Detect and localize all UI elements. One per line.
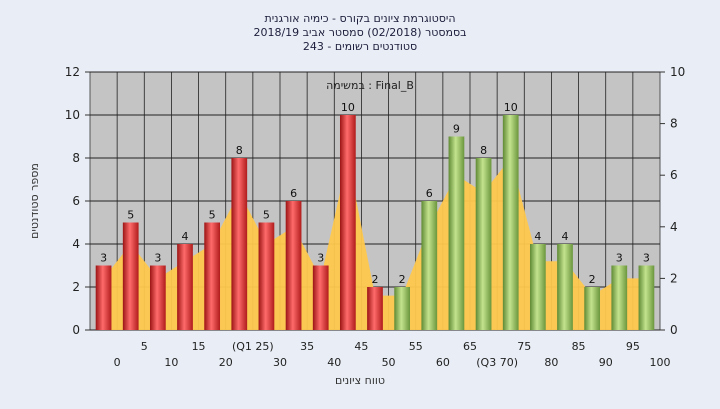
bar-value-label-7: 6 — [290, 187, 297, 200]
bar-value-label-4: 5 — [209, 209, 216, 222]
x-tick-label-6: 30 — [273, 356, 287, 369]
y-tick-label: 8 — [72, 151, 80, 165]
bar-19 — [611, 265, 628, 330]
bar-value-label-5: 8 — [236, 144, 243, 157]
x-axis: 0 5 10 15 20 (Q1 25) 30 35 40 45 50 55 60 65 (Q3 70) 75… — [114, 340, 671, 369]
y-tick-label: 10 — [65, 108, 80, 122]
x-tick-label-19: 95 — [626, 340, 640, 353]
x-tick-label-7: 35 — [300, 340, 314, 353]
x-tick-label-15: 75 — [517, 340, 531, 353]
bar-3 — [177, 244, 193, 330]
y-axis-label: מספר סטודנטים — [28, 163, 41, 239]
bar-value-label-19: 3 — [616, 252, 623, 265]
bar-value-label-11: 2 — [399, 273, 406, 286]
bar-10 — [367, 287, 383, 330]
bar-value-label-1: 5 — [127, 209, 134, 222]
y-tick-label: 12 — [65, 65, 80, 79]
bar-8 — [312, 265, 329, 330]
bar-15 — [502, 115, 519, 330]
bar-17 — [557, 244, 573, 330]
title-line-3: סטודנטים רשומים - 243 — [303, 40, 417, 53]
x-tick-label-3: 15 — [192, 340, 206, 353]
bar-value-label-12: 6 — [426, 187, 433, 200]
y2-tick-label: 2 — [670, 271, 678, 285]
x-tick-label-9: 45 — [354, 340, 368, 353]
x-tick-label-1: 5 — [141, 340, 148, 353]
x-tick-label-17: 85 — [572, 340, 586, 353]
y2-tick-label: 6 — [670, 168, 678, 182]
bar-value-label-3: 4 — [182, 230, 189, 243]
bar-6 — [258, 222, 275, 330]
x-tick-label-0: 0 — [114, 356, 121, 369]
bar-1 — [122, 222, 139, 330]
bar-13 — [448, 136, 465, 330]
bar-value-label-14: 8 — [480, 144, 487, 157]
x-tick-label-20: 100 — [650, 356, 671, 369]
x-tick-label-11: 55 — [409, 340, 423, 353]
x-tick-label-10: 50 — [382, 356, 396, 369]
x-tick-label-2: 10 — [164, 356, 178, 369]
x-tick-label-16: 80 — [544, 356, 558, 369]
bar-labels: 3 5 3 4 5 8 5 6 3 10 2 2 6 9 8 10 4 4 2 3 3 — [100, 101, 650, 286]
bar-9 — [339, 115, 356, 330]
bar-value-label-13: 9 — [453, 123, 460, 136]
bar-16 — [529, 244, 546, 330]
x-tick-label-18: 90 — [599, 356, 613, 369]
y-axis-right: 0 2 4 6 8 10 — [660, 65, 685, 337]
y-tick-label: 0 — [72, 323, 80, 337]
bar-value-label-16: 4 — [534, 230, 541, 243]
bar-value-label-2: 3 — [154, 252, 161, 265]
x-axis-label: טווח ציונים — [335, 374, 385, 387]
bars — [95, 115, 655, 330]
bar-12 — [421, 201, 438, 330]
bar-value-label-0: 3 — [100, 252, 107, 265]
bar-value-label-8: 3 — [317, 252, 324, 265]
title-line-1: היסטוגרמת ציונים בקורס - כימיה אורגנית — [264, 12, 455, 25]
bar-value-label-10: 2 — [372, 273, 379, 286]
bar-value-label-20: 3 — [643, 252, 650, 265]
bar-7 — [285, 201, 302, 330]
x-tick-label-4: 20 — [219, 356, 233, 369]
y2-tick-label: 0 — [670, 323, 678, 337]
x-tick-label-13: 65 — [463, 340, 477, 353]
bar-20 — [638, 265, 655, 330]
x-tick-label-12: 60 — [436, 356, 450, 369]
bar-value-label-18: 2 — [589, 273, 596, 286]
bar-2 — [149, 265, 166, 330]
bar-5 — [231, 158, 248, 330]
title-line-2: בסמסטר (02/2018) סמסטר אביב 2018/19 — [253, 26, 466, 39]
y-tick-label: 6 — [72, 194, 80, 208]
y-tick-label: 4 — [72, 237, 80, 251]
bar-value-label-9: 10 — [341, 101, 355, 114]
bar-14 — [475, 158, 492, 330]
y-tick-label: 2 — [72, 280, 80, 294]
x-tick-label-8: 40 — [327, 356, 341, 369]
bar-11 — [394, 287, 411, 330]
bar-value-label-15: 10 — [504, 101, 518, 114]
x-tick-label-14: (Q3 70) — [476, 356, 518, 369]
inner-label: במשימה : Final_B — [326, 79, 414, 92]
x-tick-label-5: (Q1 25) — [232, 340, 274, 353]
chart-title: היסטוגרמת ציונים בקורס - כימיה אורגנית ב… — [253, 12, 466, 53]
bar-value-label-17: 4 — [562, 230, 569, 243]
y2-tick-label: 10 — [670, 65, 685, 79]
y-axis-left: 0 2 4 6 8 10 12 — [65, 65, 90, 337]
bar-0 — [95, 265, 112, 330]
bar-4 — [204, 222, 221, 330]
bar-value-label-6: 5 — [263, 209, 270, 222]
bar-18 — [584, 287, 601, 330]
y2-tick-label: 4 — [670, 220, 678, 234]
y2-tick-label: 8 — [670, 117, 678, 131]
